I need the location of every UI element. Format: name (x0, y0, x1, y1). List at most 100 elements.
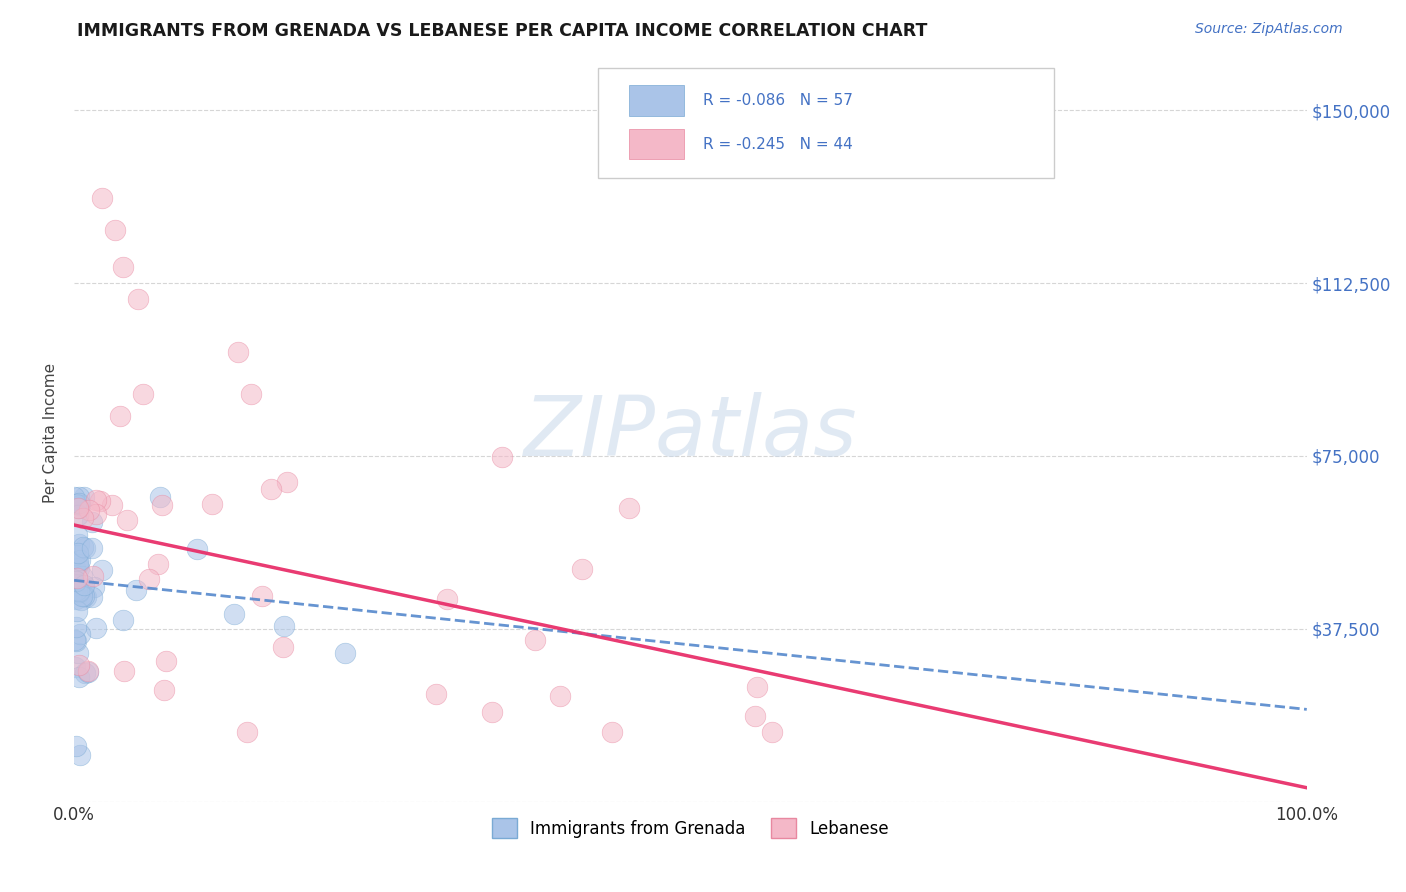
Point (155, 654, 177, 668)
Point (335, 646, 357, 660)
Point (148, 558, 170, 572)
Point (761, 725, 783, 739)
Text: R = -0.086   N = 57: R = -0.086 N = 57 (703, 94, 852, 108)
Point (104, 223, 127, 237)
Point (70, 593, 93, 607)
Point (69, 498, 91, 512)
Point (67, 670, 90, 684)
Point (67, 584, 90, 599)
Point (67, 561, 90, 575)
Point (425, 687, 447, 701)
Point (84, 621, 107, 635)
Point (91, 563, 114, 577)
Point (201, 497, 224, 511)
Point (186, 542, 208, 557)
Point (65, 570, 87, 584)
Point (80, 541, 103, 555)
Point (65, 634, 87, 648)
Point (112, 665, 135, 679)
Point (82, 568, 104, 582)
Point (70, 590, 93, 604)
Point (89, 494, 111, 508)
Point (65, 574, 87, 588)
Point (271, 640, 294, 654)
Point (63, 633, 86, 648)
Point (149, 491, 172, 505)
Point (72, 491, 94, 505)
Point (548, 690, 571, 704)
Point (260, 482, 283, 496)
Point (224, 607, 246, 622)
Point (66, 583, 89, 598)
Point (72, 581, 94, 595)
Point (77, 503, 100, 517)
Point (67, 500, 90, 515)
Point (65, 620, 87, 634)
Point (73, 578, 96, 592)
Point (63, 491, 86, 505)
Point (84, 507, 107, 521)
Point (273, 619, 295, 633)
Point (75, 591, 97, 605)
Point (152, 498, 174, 512)
Point (491, 450, 513, 465)
Point (86, 492, 108, 507)
Point (73, 541, 96, 556)
Text: ZIPatlas: ZIPatlas (523, 392, 858, 474)
Point (745, 680, 768, 694)
Point (67, 583, 90, 598)
Point (65, 739, 87, 754)
Point (602, 725, 624, 739)
Text: Source: ZipAtlas.com: Source: ZipAtlas.com (1195, 22, 1343, 37)
Point (69, 553, 91, 567)
Point (524, 633, 547, 648)
Point (65, 592, 87, 607)
Point (65, 578, 87, 592)
Text: R = -0.245   N = 44: R = -0.245 N = 44 (703, 136, 852, 152)
Point (80, 515, 103, 529)
Point (63, 561, 86, 575)
Point (67, 554, 90, 568)
Point (226, 344, 249, 359)
Point (66, 557, 89, 571)
Point (66, 546, 89, 560)
Point (67, 500, 90, 515)
Point (69, 748, 91, 763)
Point (66, 647, 89, 661)
Point (112, 260, 135, 274)
Bar (628, 86, 685, 116)
Y-axis label: Per Capita Income: Per Capita Income (44, 363, 58, 503)
Point (240, 386, 263, 401)
Point (250, 589, 273, 603)
Point (66, 508, 89, 522)
Point (571, 562, 593, 576)
Point (72, 511, 94, 525)
Bar (628, 128, 685, 160)
Point (66, 528, 89, 542)
Point (69, 627, 91, 641)
Legend: Immigrants from Grenada, Lebanese: Immigrants from Grenada, Lebanese (485, 811, 896, 845)
Point (72, 541, 94, 555)
Point (138, 572, 160, 586)
Point (112, 613, 135, 627)
Point (617, 500, 640, 515)
Point (65, 497, 87, 511)
Point (72, 568, 94, 582)
Point (73, 589, 96, 603)
Point (75, 665, 97, 680)
Point (80, 591, 103, 605)
Point (83, 581, 105, 595)
Point (77, 664, 100, 678)
Point (67, 491, 90, 505)
Point (67, 658, 90, 673)
Point (481, 706, 503, 720)
Point (117, 513, 139, 527)
Point (67, 496, 90, 510)
Point (101, 498, 124, 512)
Point (236, 725, 259, 739)
Point (127, 292, 149, 306)
FancyBboxPatch shape (598, 68, 1054, 178)
Point (63, 548, 86, 562)
Point (153, 682, 176, 697)
Point (66, 604, 89, 618)
